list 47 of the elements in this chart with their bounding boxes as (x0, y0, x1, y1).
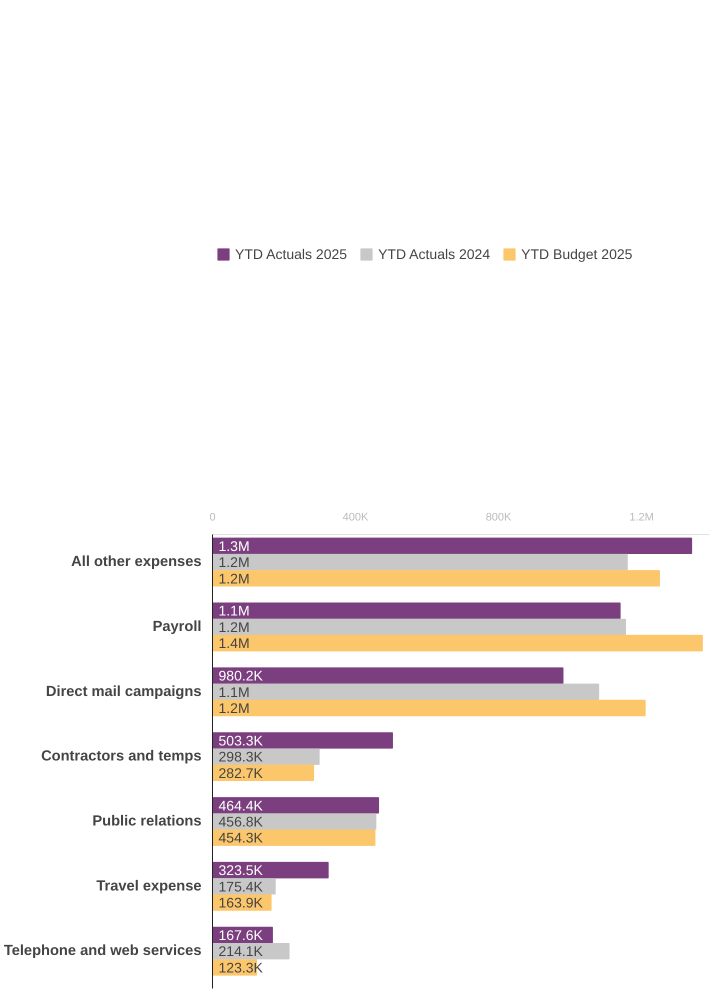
data-label: 1.2M (218, 570, 250, 586)
legend-label: YTD Actuals 2025 (235, 246, 348, 262)
data-label: 323.5K (218, 862, 264, 878)
data-label: 175.4K (218, 878, 264, 894)
legend-label: YTD Budget 2025 (521, 246, 632, 262)
data-label: 163.9K (218, 894, 264, 911)
data-label: 282.7K (218, 764, 264, 781)
data-label: 1.1M (218, 602, 250, 619)
y-tick-label: All other expenses (71, 554, 202, 570)
data-label: 1.2M (218, 700, 250, 716)
bar (212, 667, 564, 684)
y-tick-label: Telephone and web services (4, 943, 202, 960)
x-tick-label: 400K (342, 512, 370, 524)
y-tick-label: Public relations (92, 813, 202, 830)
y-tick-label: Contractors and temps (41, 748, 202, 765)
data-label: 1.1M (218, 684, 250, 700)
y-tick-label: Travel expense (96, 878, 202, 894)
x-tick-label: 1.2M (629, 512, 654, 524)
bar (212, 570, 660, 586)
y-tick-label: Payroll (152, 618, 202, 635)
data-label: 980.2K (218, 668, 264, 684)
data-label: 456.8K (218, 813, 264, 830)
legend-label: YTD Actuals 2024 (378, 246, 490, 262)
data-label: 1.3M (218, 538, 250, 554)
x-tick-label: 800K (486, 512, 512, 524)
bar (212, 732, 393, 749)
data-label: 298.3K (218, 748, 264, 765)
bar (212, 554, 628, 570)
bar (212, 634, 703, 652)
bar (212, 684, 600, 700)
data-label: 167.6K (218, 926, 264, 943)
data-label: 503.3K (218, 732, 264, 748)
bar (212, 700, 646, 716)
bar (212, 602, 621, 619)
x-tick-label: 0 (209, 512, 216, 524)
data-label: 1.2M (218, 554, 250, 570)
bar (212, 538, 692, 554)
data-label: 1.2M (218, 618, 250, 635)
bar (212, 618, 626, 636)
data-label: 464.4K (218, 797, 264, 814)
bar (212, 797, 380, 814)
data-label: 454.3K (218, 830, 264, 846)
y-tick-label: Direct mail campaigns (46, 684, 202, 700)
bar (212, 813, 376, 830)
bar (212, 830, 376, 846)
data-label: 1.4M (218, 635, 250, 652)
data-label: 214.1K (218, 943, 264, 960)
